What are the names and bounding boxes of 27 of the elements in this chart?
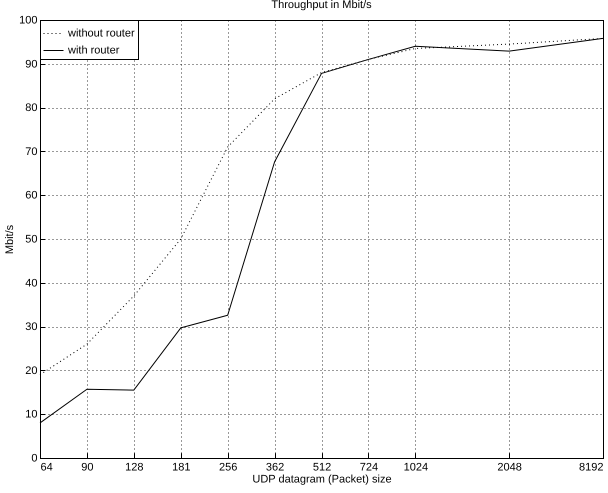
y-tick-label: 40 [25, 277, 38, 290]
y-axis-title: Mbit/s [4, 224, 16, 254]
legend-label: with router [67, 44, 120, 56]
x-tick-label: 1024 [404, 462, 428, 474]
x-tick-label: 64 [40, 462, 53, 474]
legend-label: without router [67, 28, 135, 40]
x-tick-label: 512 [312, 462, 332, 474]
y-tick-label: 70 [25, 146, 38, 158]
y-tick-label: 10 [25, 408, 38, 421]
y-tick-label: 30 [25, 321, 38, 334]
x-tick-label: 8192 [579, 462, 604, 474]
y-tick-label: 0 [31, 452, 38, 464]
y-tick-label: 50 [25, 234, 38, 246]
y-tick-label: 80 [25, 102, 38, 114]
x-tick-label: 90 [81, 462, 94, 474]
x-tick-label: 256 [218, 462, 238, 474]
x-tick-label: 181 [172, 462, 190, 474]
chart-title: Throughput in Mbit/s [271, 0, 372, 11]
y-tick-label: 90 [25, 58, 38, 70]
x-tick-label: 362 [266, 462, 284, 474]
x-tick-label: 2048 [497, 462, 522, 474]
x-tick-label: 724 [360, 462, 378, 474]
y-tick-label: 20 [25, 364, 38, 377]
x-tick-label: 128 [125, 462, 144, 474]
x-axis-title: UDP datagram (Packet) size [252, 474, 392, 486]
y-tick-label: 100 [19, 14, 38, 26]
y-tick-label: 60 [25, 190, 38, 202]
